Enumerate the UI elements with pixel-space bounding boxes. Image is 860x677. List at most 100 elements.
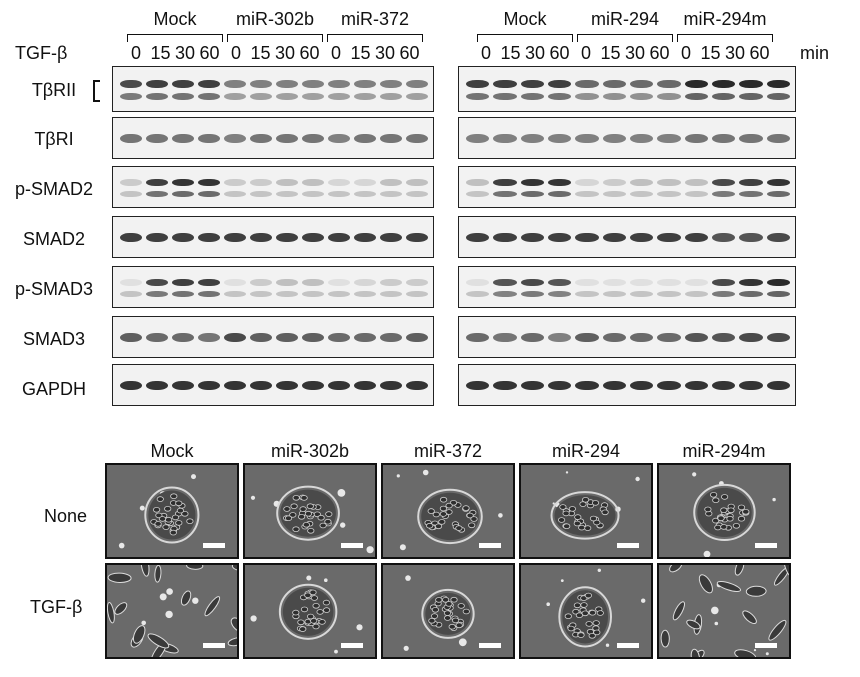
blot-band — [520, 380, 544, 391]
timepoint-label: 30 — [724, 43, 746, 63]
micrograph-panel — [657, 563, 791, 659]
blot-band — [548, 133, 572, 144]
blot-strip — [112, 316, 434, 358]
blot-band — [120, 380, 142, 391]
blot-band — [198, 380, 220, 391]
blot-band — [575, 380, 599, 391]
blot-band — [354, 278, 376, 287]
timepoint-label: 0 — [580, 43, 591, 63]
blot-band — [466, 232, 490, 243]
blot-band — [406, 380, 428, 391]
blot-band — [406, 79, 428, 89]
blot-band — [120, 290, 142, 297]
blot-band — [712, 133, 736, 144]
blot-band — [630, 380, 654, 391]
blot-band — [684, 380, 708, 391]
blot-band — [198, 190, 220, 197]
blot-band — [684, 278, 708, 287]
micrograph-panel — [657, 463, 791, 559]
blot-band — [766, 133, 790, 144]
blot-band — [354, 133, 376, 144]
blot-band — [493, 278, 517, 287]
scale-bar — [341, 543, 363, 548]
blot-band — [380, 278, 402, 287]
blot-band — [630, 79, 654, 89]
blot-band — [380, 332, 402, 343]
scale-bar — [341, 643, 363, 648]
blot-band — [493, 232, 517, 243]
blot-band — [466, 290, 490, 297]
micro-col-label-mir294: miR-294 — [551, 441, 621, 461]
blot-band — [224, 133, 246, 144]
group-bracket — [227, 34, 323, 42]
blot-strip — [458, 266, 796, 308]
timepoint-label: 15 — [150, 43, 171, 63]
blot-band — [172, 290, 194, 297]
blot-strip — [458, 316, 796, 358]
blot-band — [380, 133, 402, 144]
blot-band — [739, 133, 763, 144]
blot-band — [276, 133, 298, 144]
row-label-tbrii: TβRII — [31, 80, 77, 100]
blot-band — [766, 190, 790, 197]
blot-band — [302, 92, 324, 100]
timepoint-label: 15 — [700, 43, 721, 63]
blot-band — [712, 178, 736, 187]
blot-band — [602, 332, 626, 343]
minutes-unit-label: min — [800, 43, 830, 63]
blot-band — [766, 232, 790, 243]
blot-band — [328, 79, 350, 89]
blot-band — [657, 92, 681, 100]
blot-band — [739, 380, 763, 391]
blot-band — [302, 232, 324, 243]
blot-band — [380, 92, 402, 100]
blot-band — [224, 178, 246, 187]
micro-row-label-tgf-beta: TGF-β — [30, 597, 83, 617]
right-group-label-mir294: miR-294 — [590, 9, 660, 29]
blot-band — [657, 133, 681, 144]
blot-band — [602, 79, 626, 89]
blot-band — [684, 290, 708, 297]
blot-band — [172, 380, 194, 391]
blot-band — [493, 290, 517, 297]
blot-band — [328, 92, 350, 100]
blot-strip — [112, 266, 434, 308]
blot-band — [520, 190, 544, 197]
blot-band — [328, 290, 350, 297]
blot-band — [766, 380, 790, 391]
blot-strip — [458, 364, 796, 406]
blot-band — [466, 332, 490, 343]
blot-band — [406, 332, 428, 343]
blot-band — [766, 92, 790, 100]
blot-band — [276, 380, 298, 391]
blot-band — [684, 232, 708, 243]
timepoint-label: 60 — [549, 43, 570, 63]
blot-band — [548, 278, 572, 287]
blot-band — [406, 290, 428, 297]
blot-band — [328, 178, 350, 187]
timepoint-label: 30 — [274, 43, 296, 63]
micrograph-panel — [105, 463, 239, 559]
tbrii-bracket — [93, 80, 100, 102]
left-group-label-mir302b: miR-302b — [235, 9, 315, 29]
blot-band — [575, 332, 599, 343]
blot-strip — [458, 117, 796, 159]
blot-band — [380, 190, 402, 197]
blot-band — [172, 278, 194, 287]
blot-band — [657, 190, 681, 197]
blot-band — [657, 278, 681, 287]
blot-strip — [112, 166, 434, 208]
blot-band — [630, 290, 654, 297]
blot-band — [766, 79, 790, 89]
blot-band — [466, 190, 490, 197]
micrograph-panel — [243, 563, 377, 659]
blot-band — [766, 278, 790, 287]
blot-band — [575, 290, 599, 297]
blot-band — [146, 278, 168, 287]
blot-band — [328, 380, 350, 391]
blot-band — [766, 178, 790, 187]
scale-bar — [203, 543, 225, 548]
group-bracket — [327, 34, 423, 42]
blot-band — [684, 92, 708, 100]
blot-band — [520, 278, 544, 287]
